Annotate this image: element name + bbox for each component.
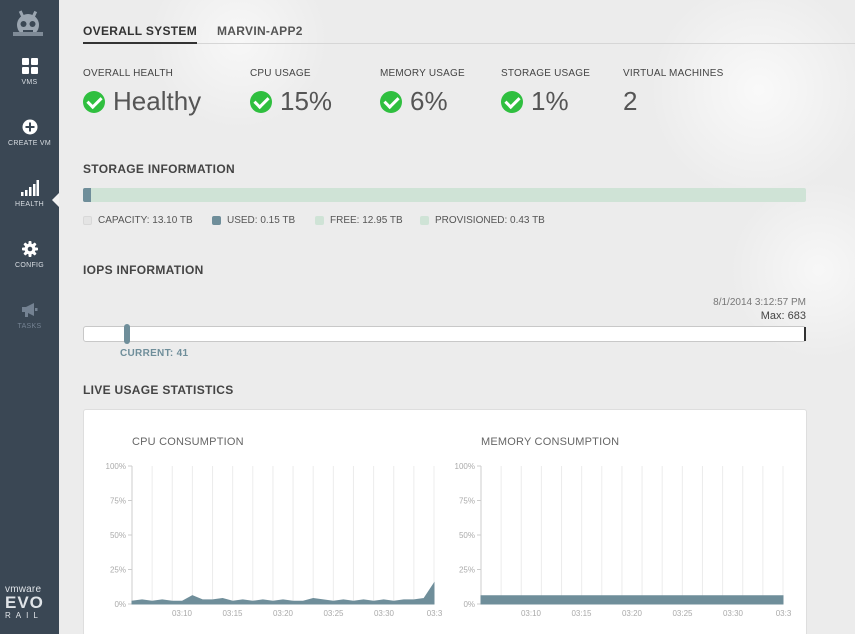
y-tick-label: 0% xyxy=(463,600,475,609)
memory-consumption-chart: 100%75%50%25%0%03:10 03:15 03:20 03:25 03:30… xyxy=(455,462,792,618)
sidebar-item-vms[interactable]: VMS xyxy=(0,58,59,110)
legend-label: USED: 0.15 TB xyxy=(227,215,296,226)
x-tick-label: 03:25 xyxy=(323,609,344,618)
vmware-evo-rail-logo: vmware EVO RAIL xyxy=(5,584,44,621)
y-tick-label: 0% xyxy=(114,600,126,609)
legend-swatch xyxy=(212,216,221,225)
x-tick-label: 03:10 xyxy=(521,609,542,618)
sidebar-item-health[interactable]: HEALTH xyxy=(0,180,60,232)
usage-area-series xyxy=(131,581,435,605)
y-tick-label: 75% xyxy=(459,497,475,506)
iops-max-marker xyxy=(804,327,806,341)
check-circle-icon xyxy=(83,90,105,113)
tab-bar: OVERALL SYSTEM MARVIN-APP2 xyxy=(83,24,855,44)
storage-section-title: STORAGE INFORMATION xyxy=(83,162,235,176)
sidebar-item-label: TASKS xyxy=(17,323,42,330)
metric-virtual-machines: VIRTUAL MACHINES 2 xyxy=(623,68,723,117)
legend-label: CAPACITY: 13.10 TB xyxy=(98,215,193,226)
x-tick-label: 03:3 xyxy=(427,609,443,618)
y-tick-label: 75% xyxy=(110,497,126,506)
y-tick-label: 25% xyxy=(110,566,126,575)
x-tick-label: 03:20 xyxy=(622,609,643,618)
iops-timestamp: 8/1/2014 3:12:57 PM xyxy=(713,297,806,308)
usage-area-series xyxy=(480,595,784,605)
legend-used: USED: 0.15 TB xyxy=(212,215,295,226)
x-tick-label: 03:10 xyxy=(172,609,193,618)
x-tick-label: 03:25 xyxy=(672,609,693,618)
live-usage-panel: CPU CONSUMPTION MEMORY CONSUMPTION 100% 7… xyxy=(83,409,807,634)
megaphone-icon xyxy=(22,303,38,317)
metric-value: 1% xyxy=(531,86,569,116)
iops-max: Max: 683 xyxy=(760,310,806,322)
x-tick-label: 03:15 xyxy=(571,609,592,618)
main-content: OVERALL SYSTEM MARVIN-APP2 OVERALL HEALT… xyxy=(59,0,855,634)
y-tick-label: 25% xyxy=(459,566,475,575)
iops-current-label: CURRENT: 41 xyxy=(120,348,189,359)
legend-label: PROVISIONED: 0.43 TB xyxy=(435,215,545,226)
legend-swatch xyxy=(83,216,92,225)
metric-label: VIRTUAL MACHINES xyxy=(623,68,724,79)
legend-free: FREE: 12.95 TB xyxy=(315,215,403,226)
sidebar-item-create-vm[interactable]: CREATE VM xyxy=(0,119,59,171)
legend-label: FREE: 12.95 TB xyxy=(330,215,403,226)
metric-overall-health: OVERALL HEALTH Healthy xyxy=(83,68,201,117)
rail-wordmark: RAIL xyxy=(5,611,43,620)
y-tick-label: 100% xyxy=(455,462,475,471)
iops-section-title: IOPS INFORMATION xyxy=(83,263,204,277)
sidebar: VMS CREATE VM HEALTH xyxy=(0,0,60,634)
metric-storage-usage: STORAGE USAGE 1% xyxy=(501,68,590,117)
storage-bar xyxy=(83,188,806,202)
check-circle-icon xyxy=(380,90,402,113)
y-tick-label: 50% xyxy=(459,531,475,540)
gear-icon xyxy=(21,241,38,257)
x-tick-label: 03:3 xyxy=(776,609,792,618)
sidebar-item-tasks[interactable]: TASKS xyxy=(0,302,59,354)
metric-value: 6% xyxy=(410,86,448,116)
metric-label: STORAGE USAGE xyxy=(501,68,591,79)
sidebar-item-label: CONFIG xyxy=(14,262,45,269)
sidebar-item-config[interactable]: CONFIG xyxy=(0,241,59,293)
metric-value: 2 xyxy=(623,86,638,116)
legend-provisioned: PROVISIONED: 0.43 TB xyxy=(420,215,545,226)
cpu-consumption-chart: 100%75%50%25%0%03:10 03:15 03:20 03:25 03:30… xyxy=(106,462,443,618)
sidebar-item-label: VMS xyxy=(21,79,38,86)
memory-chart-title: MEMORY CONSUMPTION xyxy=(481,436,620,448)
sidebar-item-label: HEALTH xyxy=(15,201,44,208)
robot-logo-icon xyxy=(13,10,43,36)
tab-marvin-app2[interactable]: MARVIN-APP2 xyxy=(217,24,303,38)
iops-current-marker xyxy=(124,324,131,344)
x-tick-label: 03:30 xyxy=(723,609,744,618)
metric-cpu-usage: CPU USAGE 15% xyxy=(250,68,332,117)
legend-swatch xyxy=(420,216,429,225)
metric-value: Healthy xyxy=(113,86,202,116)
legend-capacity: CAPACITY: 13.10 TB xyxy=(83,215,193,226)
check-circle-icon xyxy=(250,90,272,113)
live-usage-section-title: LIVE USAGE STATISTICS xyxy=(83,383,234,397)
sidebar-item-label: CREATE VM xyxy=(7,140,52,147)
y-tick-label: 50% xyxy=(110,531,126,540)
tab-overall-system[interactable]: OVERALL SYSTEM xyxy=(83,24,197,44)
plus-circle-icon xyxy=(22,119,37,135)
grid-icon xyxy=(21,58,38,74)
metric-memory-usage: MEMORY USAGE 6% xyxy=(380,68,465,117)
y-tick-label: 100% xyxy=(106,462,126,471)
check-circle-icon xyxy=(501,90,523,113)
x-tick-label: 03:20 xyxy=(273,609,294,618)
x-tick-label: 03:30 xyxy=(374,609,395,618)
vmware-wordmark: vmware xyxy=(5,584,42,595)
x-tick-label: 03:15 xyxy=(222,609,243,618)
signal-bars-icon xyxy=(20,180,39,196)
metric-value: 15% xyxy=(280,86,333,116)
cpu-chart-title: CPU CONSUMPTION xyxy=(132,436,244,448)
storage-used-fill xyxy=(83,188,92,202)
evo-wordmark: EVO xyxy=(5,593,44,612)
legend-swatch xyxy=(315,216,324,225)
metric-label: CPU USAGE xyxy=(250,68,311,79)
metric-label: OVERALL HEALTH xyxy=(83,68,174,79)
iops-bar xyxy=(83,324,806,344)
metric-label: MEMORY USAGE xyxy=(380,68,465,79)
